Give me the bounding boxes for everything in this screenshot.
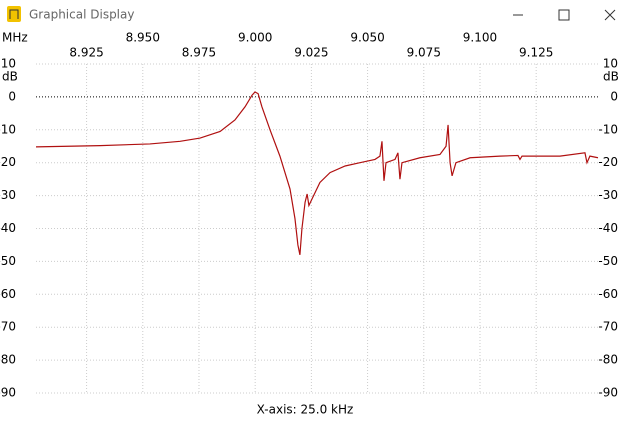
y-tick-label: 0 xyxy=(8,89,16,103)
y-unit-label: dB xyxy=(2,70,18,84)
window-title: Graphical Display xyxy=(29,8,134,22)
y-tick-label: -60 xyxy=(0,287,16,301)
y-tick-label: -40 xyxy=(0,221,16,235)
app-icon-glyph xyxy=(9,9,19,19)
x-axis-annotation: X-axis: 25.0 kHz xyxy=(257,403,354,417)
x-unit-label: MHz xyxy=(2,31,28,45)
y-tick-label: -10 xyxy=(0,122,16,136)
y-unit-label-right: dB xyxy=(603,70,619,84)
x-tick-label: 8.975 xyxy=(182,46,216,60)
y-tick-label: -50 xyxy=(0,254,16,268)
x-tick-label: 8.925 xyxy=(69,46,103,60)
close-button[interactable] xyxy=(604,9,616,21)
x-tick-label: 9.100 xyxy=(463,31,497,45)
y-tick-label-right: 10 xyxy=(603,57,618,71)
y-tick-label: -80 xyxy=(0,353,16,367)
x-tick-label: 9.000 xyxy=(238,31,272,45)
y-tick-label-right: -10 xyxy=(598,122,618,136)
y-tick-label: -30 xyxy=(0,188,16,202)
y-tick-label-right: -50 xyxy=(598,254,618,268)
y-tick-label: -90 xyxy=(0,386,16,400)
y-tick-label-right: -30 xyxy=(598,188,618,202)
x-tick-label: 9.075 xyxy=(407,46,441,60)
app-icon xyxy=(7,6,21,22)
maximize-button[interactable] xyxy=(558,9,570,21)
y-tick-label-right: -70 xyxy=(598,320,618,334)
x-tick-label: 9.050 xyxy=(350,31,384,45)
x-tick-label: 9.125 xyxy=(519,46,553,60)
trace xyxy=(35,91,599,255)
y-tick-label: -20 xyxy=(0,155,16,169)
y-tick-label: 10 xyxy=(1,57,16,71)
x-tick-label: 8.950 xyxy=(126,31,160,45)
x-tick-label: 9.025 xyxy=(294,46,328,60)
y-tick-label: -70 xyxy=(0,320,16,334)
y-tick-label-right: -40 xyxy=(598,221,618,235)
y-tick-label-right: -80 xyxy=(598,353,618,367)
y-tick-label-right: -60 xyxy=(598,287,618,301)
plot: 10 10 0 0 -10 -10 -20 -20 -30 -30 -40 -40 -50 -50 -60 -… xyxy=(0,31,618,400)
y-tick-label-right: -90 xyxy=(598,386,618,400)
y-tick-label-right: -20 xyxy=(598,155,618,169)
y-tick-label-right: 0 xyxy=(610,89,618,103)
